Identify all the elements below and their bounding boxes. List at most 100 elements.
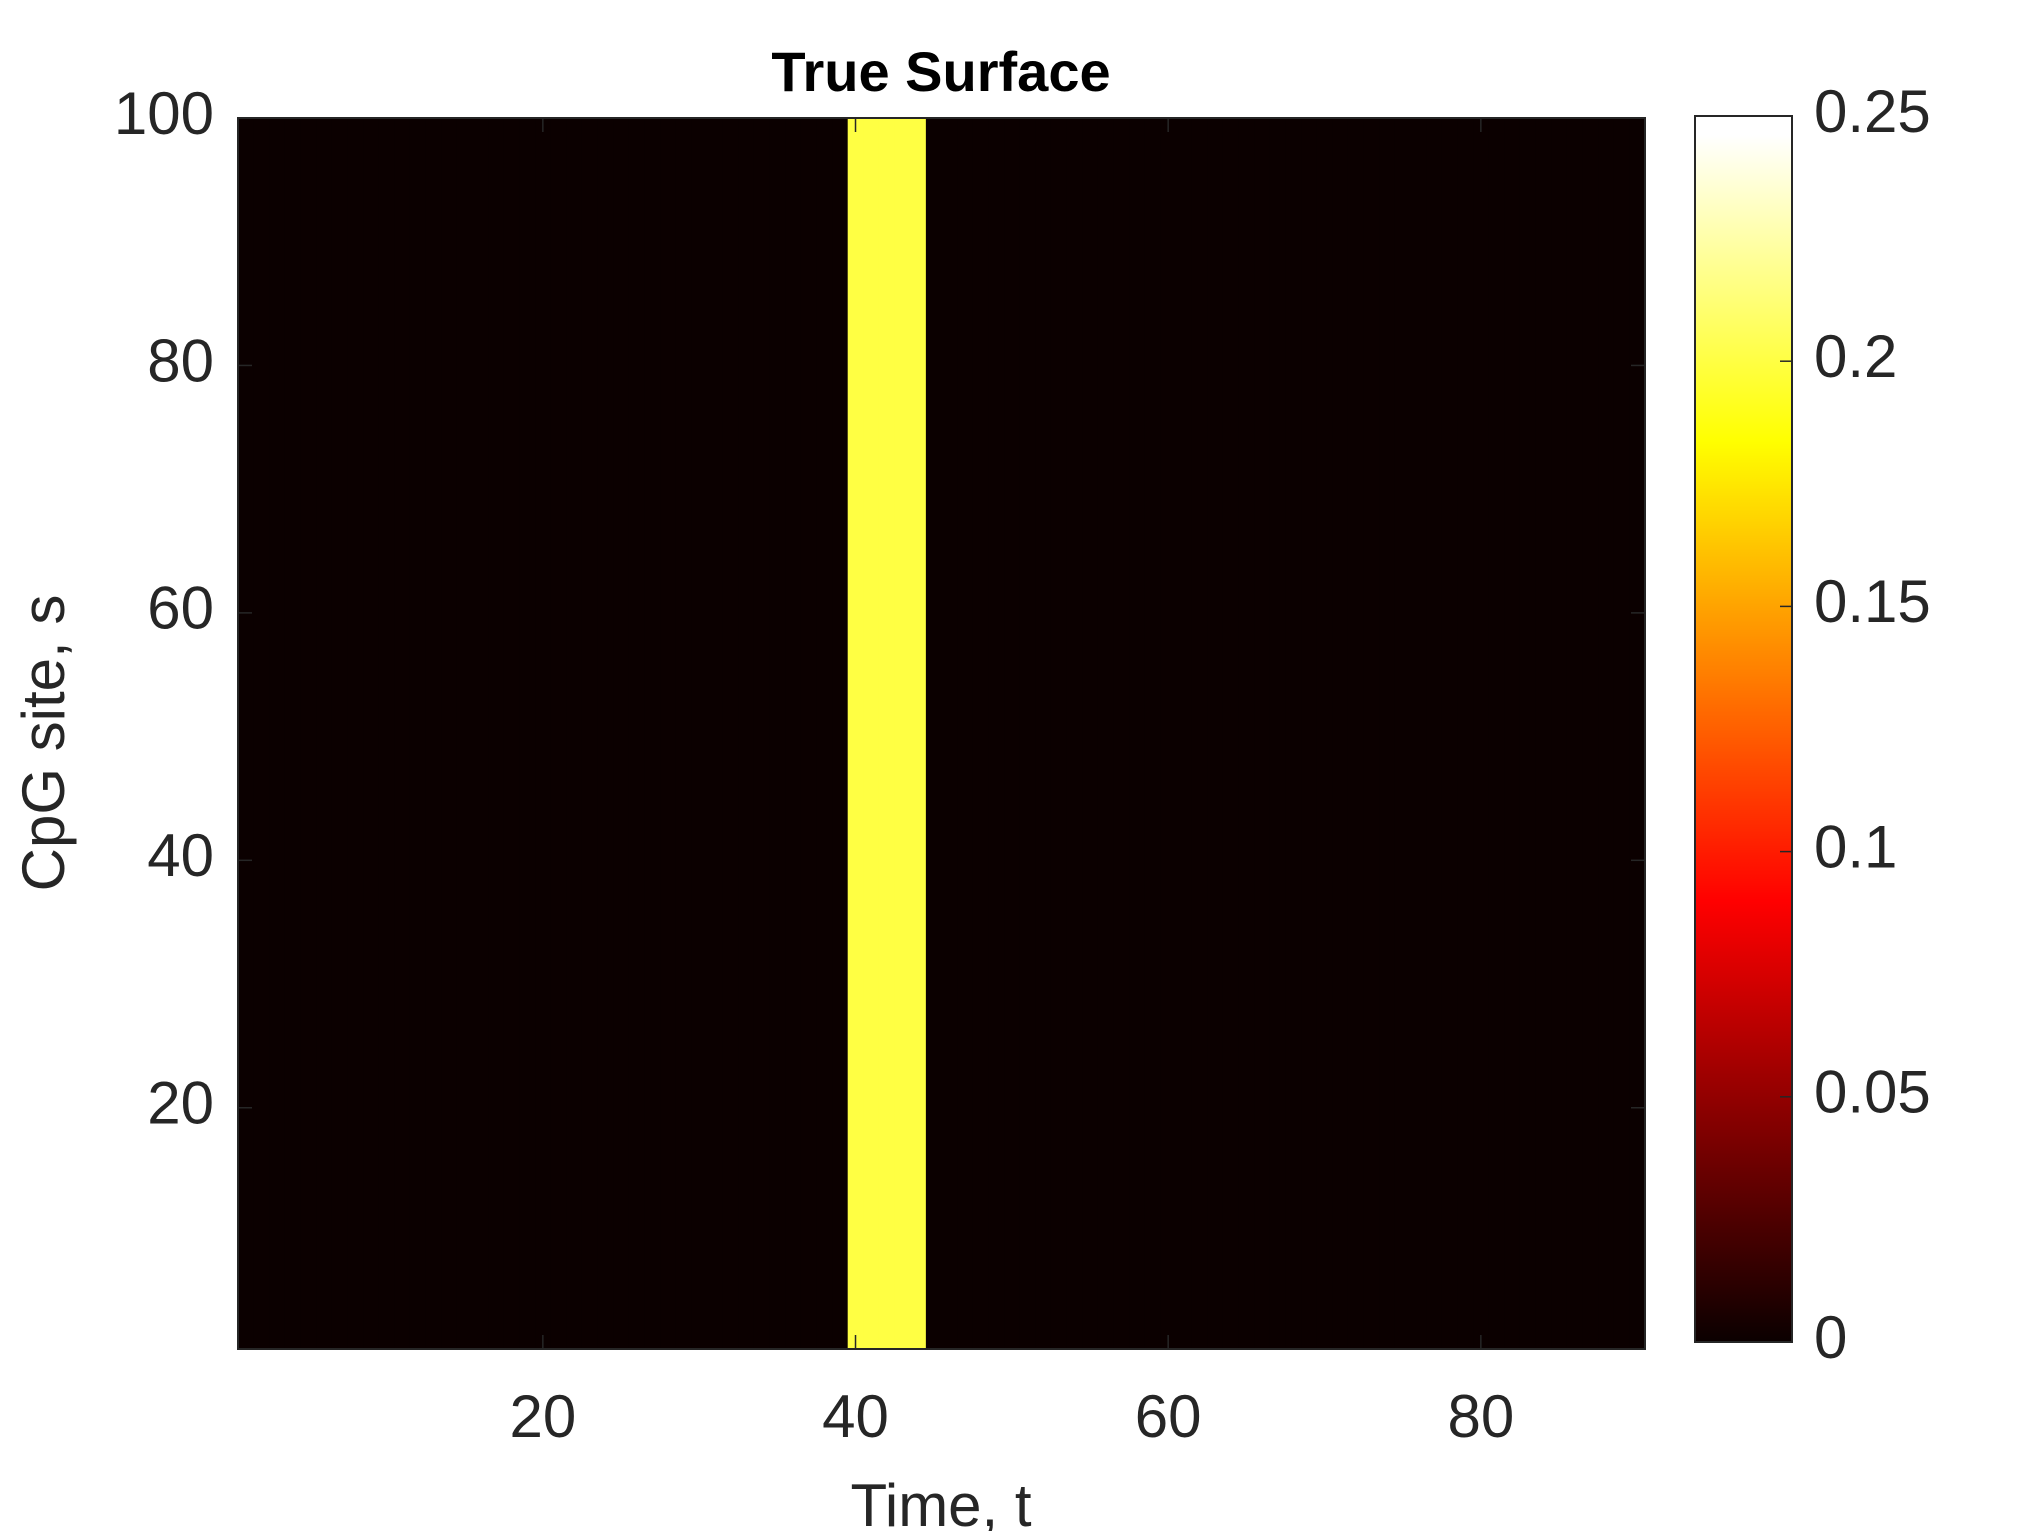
- heatmap-column: [1504, 118, 1521, 1349]
- heatmap-column: [253, 118, 270, 1349]
- heatmap-column: [1347, 118, 1365, 1349]
- heatmap-column: [878, 118, 896, 1349]
- heatmap-column: [707, 118, 724, 1349]
- heatmap-column: [1050, 118, 1068, 1349]
- colorbar-tick-label: 0: [1814, 1304, 1847, 1371]
- heatmap-column: [863, 118, 880, 1349]
- x-tick-label: 80: [1447, 1383, 1514, 1450]
- heatmap-column: [1394, 118, 1411, 1349]
- y-axis-label: CpG site, s: [10, 595, 77, 892]
- heatmap-column: [722, 118, 739, 1349]
- heatmap-column: [1066, 118, 1083, 1349]
- heatmap-column: [941, 118, 958, 1349]
- heatmap-column: [488, 118, 505, 1349]
- heatmap-column: [800, 118, 817, 1349]
- heatmap-column: [1535, 118, 1552, 1349]
- heatmap-column: [1129, 118, 1146, 1349]
- heatmap-column: [753, 118, 771, 1349]
- heatmap-column: [503, 118, 520, 1349]
- y-tick-label: 60: [147, 575, 214, 642]
- heatmap-column: [1410, 118, 1427, 1349]
- heatmap-column: [1301, 118, 1318, 1349]
- heatmap-column: [1191, 118, 1208, 1349]
- heatmap-column: [1176, 118, 1193, 1349]
- heatmap-column: [425, 118, 442, 1349]
- heatmap-column: [691, 118, 708, 1349]
- heatmap-column: [925, 118, 942, 1349]
- heatmap-column: [394, 118, 411, 1349]
- heatmap-column: [1473, 118, 1490, 1349]
- heatmap-column: [1629, 118, 1646, 1349]
- heatmap-column: [300, 118, 317, 1349]
- heatmap-column: [910, 118, 927, 1349]
- heatmap-column: [284, 118, 302, 1349]
- heatmap-column: [519, 118, 536, 1349]
- heatmap-column: [1222, 118, 1240, 1349]
- heatmap-column: [363, 118, 380, 1349]
- colorbar-tick-label: 0.25: [1814, 78, 1931, 145]
- heatmap-column: [1613, 118, 1630, 1349]
- heatmap-column: [441, 118, 458, 1349]
- heatmap-column: [1363, 118, 1380, 1349]
- heatmap-column: [628, 118, 645, 1349]
- heatmap-column: [785, 118, 802, 1349]
- colorbar-tick-label: 0.2: [1814, 323, 1897, 390]
- heatmap-column: [456, 118, 473, 1349]
- x-tick-label: 60: [1135, 1383, 1202, 1450]
- heatmap-column: [769, 118, 786, 1349]
- heatmap-column: [1426, 118, 1443, 1349]
- heatmap-column: [816, 118, 833, 1349]
- heatmap-column: [644, 118, 661, 1349]
- heatmap-column: [1457, 118, 1474, 1349]
- heatmap-column: [1004, 118, 1021, 1349]
- heatmap-column: [1441, 118, 1458, 1349]
- heatmap-column: [316, 118, 333, 1349]
- plot-frame: [237, 117, 1646, 1350]
- heatmap-column: [566, 118, 583, 1349]
- x-axis-label: Time, t: [850, 1472, 1031, 1531]
- heatmap-column: [1488, 118, 1505, 1349]
- heatmap-column: [1566, 118, 1583, 1349]
- heatmap-column: [1598, 118, 1615, 1349]
- heatmap-column: [1035, 118, 1052, 1349]
- heatmap-column: [1551, 118, 1568, 1349]
- heatmap-column: [1316, 118, 1333, 1349]
- y-tick-label: 20: [147, 1070, 214, 1137]
- colorbar-tick-label: 0.1: [1814, 813, 1897, 880]
- heatmap-column: [832, 118, 849, 1349]
- heatmap-column: [1238, 118, 1255, 1349]
- heatmap-column: [1207, 118, 1224, 1349]
- heatmap-column: [1019, 118, 1036, 1349]
- heatmap-column: [1582, 118, 1599, 1349]
- heatmap-column: [1254, 118, 1271, 1349]
- heatmap-column: [1332, 118, 1349, 1349]
- heatmap-column: [597, 118, 614, 1349]
- y-tick-label: 80: [147, 327, 214, 394]
- colorbar-tick-label: 0.15: [1814, 568, 1931, 635]
- heatmap-column: [1113, 118, 1130, 1349]
- heatmap-column: [972, 118, 989, 1349]
- heatmap-column: [660, 118, 677, 1349]
- heatmap-column: [738, 118, 755, 1349]
- heatmap-column: [581, 118, 599, 1349]
- heatmap-column: [409, 118, 427, 1349]
- colorbar-tick-label: 0.05: [1814, 1059, 1931, 1126]
- heatmap-column: [1082, 118, 1099, 1349]
- heatmap-column: [613, 118, 630, 1349]
- heatmap-column: [1285, 118, 1302, 1349]
- heatmap-column: [1269, 118, 1286, 1349]
- heatmap-column: [1519, 118, 1537, 1349]
- heatmap-column: [894, 118, 911, 1349]
- y-tick-label: 100: [114, 80, 214, 147]
- heatmap-column: [269, 118, 286, 1349]
- heatmap-column: [957, 118, 974, 1349]
- chart-title: True Surface: [771, 40, 1110, 103]
- heatmap-column: [1379, 118, 1396, 1349]
- heatmap-column: [847, 118, 864, 1349]
- x-tick-label: 40: [822, 1383, 889, 1450]
- heatmap-column: [1144, 118, 1161, 1349]
- heatmap-column: [238, 118, 255, 1349]
- heatmap-column: [550, 118, 567, 1349]
